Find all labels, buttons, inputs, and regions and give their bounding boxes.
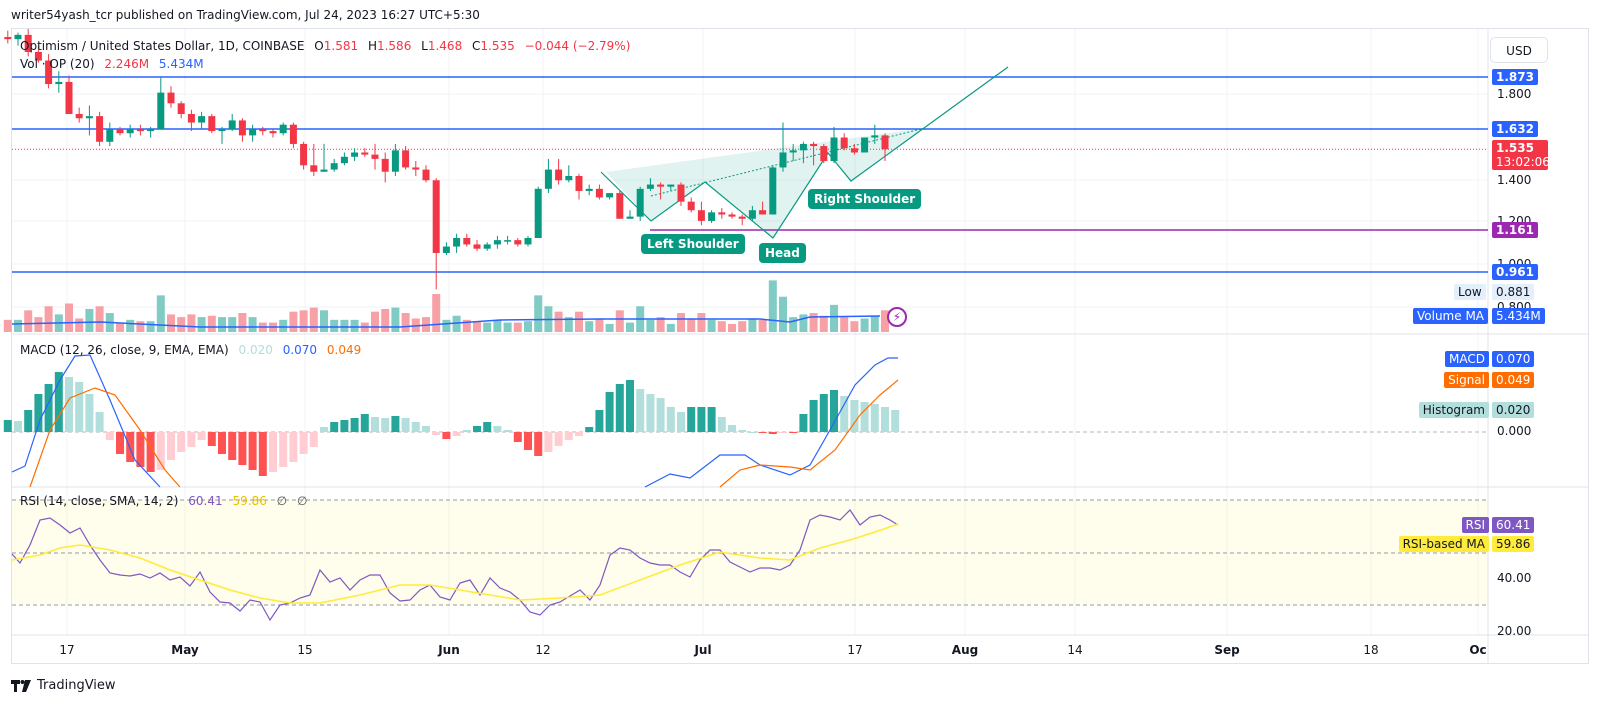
volume-ma-tag-label: Volume MA xyxy=(1413,308,1489,324)
bar-countdown: 13:02:06 xyxy=(1496,155,1550,170)
tradingview-logo-icon xyxy=(11,679,31,692)
rsi-tag-1-label: RSI-based MA xyxy=(1398,536,1489,552)
volume-ma-value: 5.434M xyxy=(158,57,204,71)
rsi-tag-0-value: 60.41 xyxy=(1492,517,1535,533)
ohlc-high: H1.586 xyxy=(367,39,412,53)
time-tick-18: 18 xyxy=(1363,643,1379,657)
volume-value: 2.246M xyxy=(104,57,150,71)
price-level-tag-1-632: 1.632 xyxy=(1492,121,1538,137)
rsi-ma-value: 59.86 xyxy=(232,494,267,508)
time-tick-sep: Sep xyxy=(1214,643,1240,657)
price-change: −0.044 (−2.79%) xyxy=(524,39,631,53)
rsi-tick-0: 40.00 xyxy=(1497,571,1532,585)
time-tick-may: May xyxy=(171,643,199,657)
volume-title: Vol · OP (20) xyxy=(20,57,95,71)
publish-info: writer54yash_tcr published on TradingVie… xyxy=(11,8,480,22)
last-price-value: 1.535 xyxy=(1496,141,1534,156)
pattern-label-head[interactable]: Head xyxy=(759,243,806,263)
time-tick-jun: Jun xyxy=(438,643,460,657)
rsi-extra-2: ∅ xyxy=(296,494,308,508)
pattern-label-right-shoulder[interactable]: Right Shoulder xyxy=(808,189,922,209)
rsi-value: 60.41 xyxy=(188,494,223,508)
price-level-tag-1-161: 1.161 xyxy=(1492,222,1538,238)
last-price-tag: 1.535 13:02:06 xyxy=(1492,140,1550,171)
pattern-label-left-shoulder[interactable]: Left Shoulder xyxy=(641,234,745,254)
time-tick-17: 17 xyxy=(847,643,863,657)
time-tick-oc: Oc xyxy=(1469,643,1487,657)
price-tick-0: 1.800 xyxy=(1497,87,1532,101)
time-tick-14: 14 xyxy=(1067,643,1083,657)
macd-tag-signal-label: Signal xyxy=(1444,372,1489,388)
currency-button[interactable]: USD xyxy=(1490,37,1548,63)
macd-tag-macd-label: MACD xyxy=(1445,351,1489,367)
tradingview-logo[interactable]: TradingView xyxy=(11,678,116,693)
price-level-tag-1-873: 1.873 xyxy=(1492,69,1538,85)
time-tick-15: 15 xyxy=(297,643,313,657)
macd-zero-tick: 0.000 xyxy=(1497,424,1532,438)
macd-tag-macd-value: 0.070 xyxy=(1492,351,1535,367)
low-value: 0.881 xyxy=(1492,284,1535,300)
macd-title: MACD (12, 26, close, 9, EMA, EMA) xyxy=(20,343,229,357)
symbol-title: Optimism / United States Dollar, 1D, COI… xyxy=(20,39,305,53)
logo-text: TradingView xyxy=(37,678,116,693)
rsi-title: RSI (14, close, SMA, 14, 2) xyxy=(20,494,179,508)
volume-ma-tag-value: 5.434M xyxy=(1492,308,1545,324)
volume-legend: Vol · OP (20) 2.246M 5.434M xyxy=(20,57,210,71)
time-tick-17: 17 xyxy=(59,643,75,657)
rsi-tick-1: 20.00 xyxy=(1497,624,1532,638)
time-tick-jul: Jul xyxy=(694,643,712,657)
low-label: Low xyxy=(1454,284,1486,300)
ohlc-low: L1.468 xyxy=(421,39,463,53)
rsi-legend: RSI (14, close, SMA, 14, 2) 60.41 59.86 … xyxy=(20,494,313,508)
macd-hist-value: 0.020 xyxy=(238,343,273,357)
macd-tag-histogram-label: Histogram xyxy=(1418,402,1489,418)
time-tick-aug: Aug xyxy=(951,643,979,657)
macd-legend: MACD (12, 26, close, 9, EMA, EMA) 0.020 … xyxy=(20,343,367,357)
rsi-extra-1: ∅ xyxy=(276,494,288,508)
ohlc-open: O1.581 xyxy=(314,39,359,53)
macd-signal-value: 0.049 xyxy=(326,343,362,357)
time-tick-12: 12 xyxy=(535,643,551,657)
rsi-tag-1-value: 59.86 xyxy=(1492,536,1535,552)
macd-tag-signal-value: 0.049 xyxy=(1492,372,1535,388)
ohlc-close: C1.535 xyxy=(472,39,515,53)
price-tick-1: 1.400 xyxy=(1497,173,1532,187)
price-level-tag-0-961: 0.961 xyxy=(1492,264,1538,280)
symbol-legend: Optimism / United States Dollar, 1D, COI… xyxy=(20,39,636,53)
macd-tag-histogram-value: 0.020 xyxy=(1492,402,1535,418)
macd-line-value: 0.070 xyxy=(282,343,318,357)
flash-alert-icon[interactable]: ⚡ xyxy=(887,307,907,327)
chart-frame xyxy=(11,28,1589,664)
rsi-tag-0-label: RSI xyxy=(1461,517,1489,533)
